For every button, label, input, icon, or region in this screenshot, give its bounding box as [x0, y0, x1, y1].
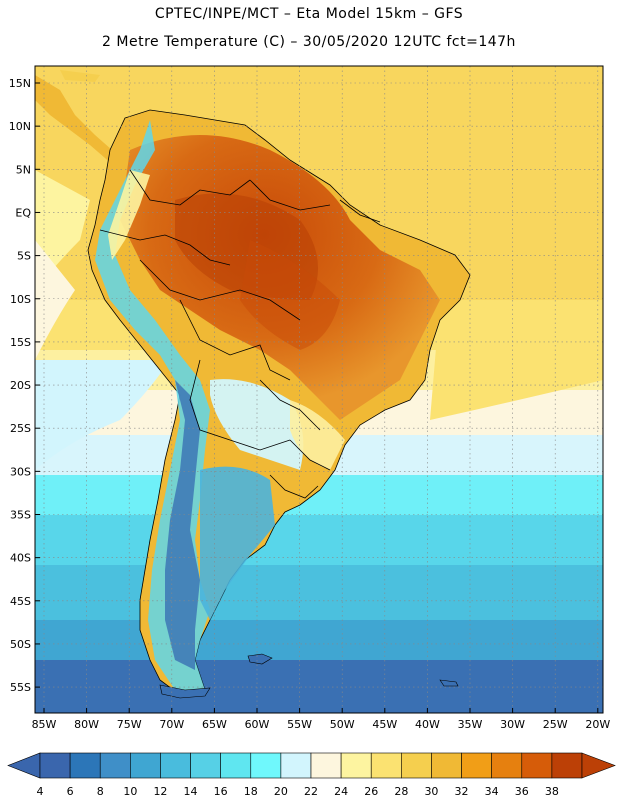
lat-label: 15S: [10, 336, 31, 349]
lon-label: 50W: [330, 718, 355, 731]
colorbar-swatch: [69, 752, 101, 779]
colorbar-label: 22: [304, 785, 318, 798]
lon-label: 30W: [500, 718, 525, 731]
colorbar-swatch: [521, 752, 553, 779]
colorbar-swatch: [160, 752, 191, 779]
lon-label: 80W: [74, 718, 99, 731]
colorbar-swatch: [130, 752, 161, 779]
lon-label: 70W: [159, 718, 184, 731]
lat-label: 30S: [10, 465, 31, 478]
colorbar-swatch: [310, 752, 342, 779]
lon-label: 65W: [202, 718, 227, 731]
lat-label: 10N: [9, 120, 31, 133]
colorbar-swatch: [220, 752, 252, 779]
colorbar-swatch: [190, 752, 221, 779]
lon-label: 35W: [458, 718, 483, 731]
colorbar-swatch: [39, 752, 71, 779]
colorbar-swatch: [401, 752, 432, 779]
colorbar-swatch: [280, 752, 312, 779]
colorbar-label: 4: [37, 785, 44, 798]
colorbar-label: 26: [364, 785, 378, 798]
colorbar: 4 6 8 10 12 14 16 18 20 22 24 26 28 30 32 34 36 38: [7, 752, 616, 798]
colorbar-swatch: [491, 752, 523, 779]
country-borders: [99, 169, 381, 499]
colorbar-label: 8: [97, 785, 104, 798]
colorbar-label: 24: [334, 785, 348, 798]
lon-label: 85W: [32, 718, 57, 731]
lon-label: 25W: [543, 718, 568, 731]
lon-label: 55W: [287, 718, 312, 731]
colorbar-swatch: [250, 752, 282, 779]
colorbar-swatch: [431, 752, 462, 779]
lat-label: 35S: [10, 509, 31, 522]
graticule: [35, 66, 603, 713]
lon-label: 40W: [415, 718, 440, 731]
colorbar-label: 30: [424, 785, 438, 798]
lon-label: 20W: [585, 718, 610, 731]
lat-label: 20S: [10, 379, 31, 392]
colorbar-right-arrow: [581, 752, 616, 779]
longitude-labels: 85W 80W 75W 70W 65W 60W 55W 50W 45W 40W 35W 30W 25W 2…: [32, 708, 610, 731]
colorbar-label: 18: [244, 785, 258, 798]
lat-label: 45S: [10, 595, 31, 608]
lat-label: 10S: [10, 293, 31, 306]
lat-label: 5S: [17, 250, 31, 263]
colorbar-label: 34: [485, 785, 499, 798]
colorbar-label: 38: [545, 785, 559, 798]
colorbar-label: 16: [214, 785, 228, 798]
colorbar-label: 6: [67, 785, 74, 798]
colorbar-left-arrow: [7, 752, 41, 779]
map-field: [35, 66, 603, 713]
map-title-line1: CPTEC/INPE/MCT – Eta Model 15km – GFS: [154, 6, 464, 22]
colorbar-label: 10: [123, 785, 137, 798]
lat-label: 50S: [10, 638, 31, 651]
lat-label: 40S: [10, 552, 31, 565]
lon-label: 60W: [245, 718, 270, 731]
colorbar-swatch: [340, 752, 372, 779]
lat-label: 15N: [9, 77, 31, 90]
latitude-labels: 15N 10N 5N EQ 5S 10S 15S 20S 25S 30S 35S 40S 45S 50S 5…: [9, 77, 40, 694]
colorbar-swatch: [99, 752, 131, 779]
lon-label: 45W: [372, 718, 397, 731]
colorbar-label: 20: [274, 785, 288, 798]
colorbar-label: 12: [153, 785, 167, 798]
colorbar-swatch: [370, 752, 402, 779]
lat-label: 25S: [10, 422, 31, 435]
map-frame: [34, 65, 604, 714]
colorbar-label: 32: [455, 785, 469, 798]
lon-label: 75W: [117, 718, 142, 731]
colorbar-swatch: [551, 752, 583, 779]
colorbar-label: 14: [184, 785, 198, 798]
map-title-line2: 2 Metre Temperature (C) – 30/05/2020 12U…: [102, 34, 516, 50]
lat-label: 5N: [16, 163, 31, 176]
colorbar-swatch: [461, 752, 492, 779]
lat-label: 55S: [10, 681, 31, 694]
lat-label: EQ: [15, 206, 31, 219]
colorbar-label: 36: [515, 785, 529, 798]
colorbar-label: 28: [394, 785, 408, 798]
